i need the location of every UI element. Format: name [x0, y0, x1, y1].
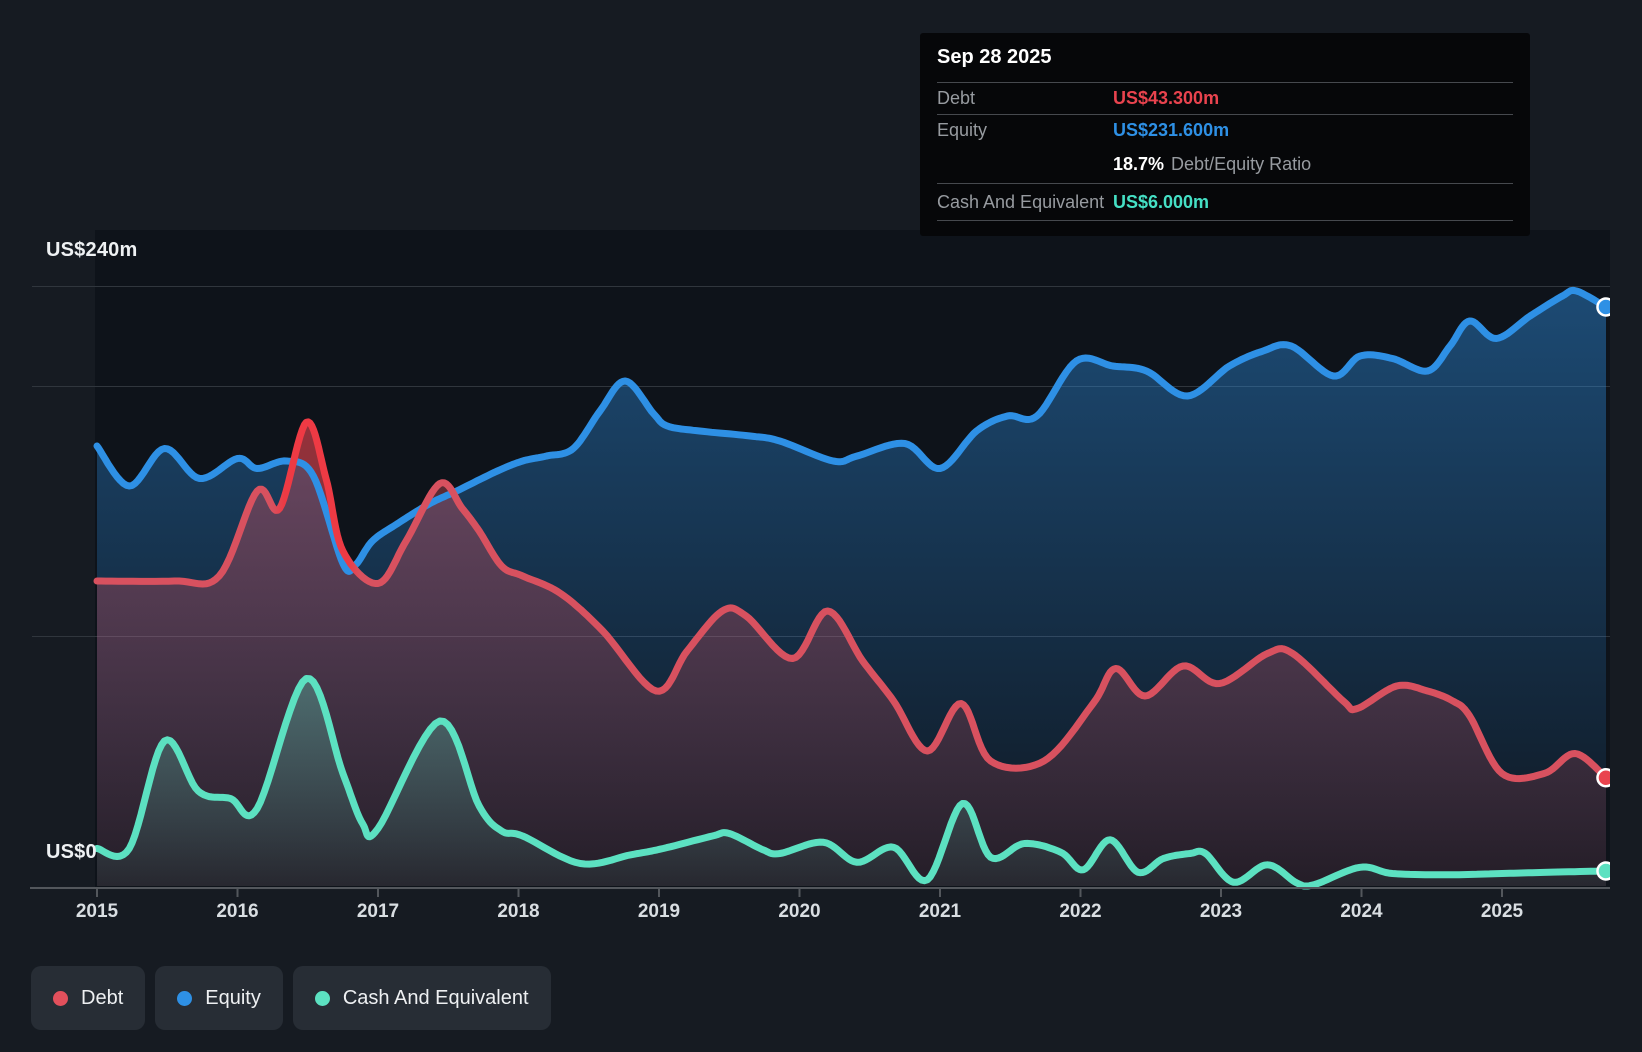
- legend-item-equity[interactable]: Equity: [155, 966, 283, 1030]
- x-axis-year-label: 2017: [357, 901, 399, 923]
- tooltip-equity-value: US$231.600m: [1113, 120, 1229, 141]
- debt-series-dot-icon: [53, 991, 68, 1006]
- legend-equity-label: Equity: [205, 987, 261, 1010]
- end-marker-cash-and-equivalent: [1597, 863, 1614, 880]
- x-axis-year-label: 2018: [497, 901, 539, 923]
- x-axis-year-label: 2021: [919, 901, 961, 923]
- tooltip-ratio-label: Debt/Equity Ratio: [1171, 154, 1311, 174]
- chart-legend: Debt Equity Cash And Equivalent: [31, 966, 551, 1030]
- tooltip-debt-value: US$43.300m: [1113, 88, 1219, 109]
- y-axis-zero-label: US$0: [46, 841, 97, 864]
- legend-item-debt[interactable]: Debt: [31, 966, 145, 1030]
- end-marker-equity: [1597, 299, 1614, 316]
- chart-tooltip: Sep 28 2025 Debt US$43.300m Equity US$23…: [920, 33, 1530, 236]
- page-root: { "y_axis": { "top_label": "US$240m", "z…: [0, 0, 1642, 1052]
- tooltip-row-ratio: 18.7% Debt/Equity Ratio: [937, 146, 1513, 183]
- legend-cash-label: Cash And Equivalent: [343, 987, 529, 1010]
- tooltip-cash-label: Cash And Equivalent: [937, 192, 1113, 213]
- x-axis-year-label: 2016: [216, 901, 258, 923]
- tooltip-debt-label: Debt: [937, 88, 1113, 109]
- tooltip-row-cash: Cash And Equivalent US$6.000m: [937, 183, 1513, 221]
- x-axis-year-label: 2024: [1340, 901, 1382, 923]
- tooltip-date: Sep 28 2025: [937, 33, 1513, 82]
- end-marker-debt: [1597, 769, 1614, 786]
- equity-series-dot-icon: [177, 991, 192, 1006]
- x-axis-year-label: 2020: [778, 901, 820, 923]
- tooltip-cash-value: US$6.000m: [1113, 192, 1209, 213]
- y-axis-max-label: US$240m: [46, 239, 137, 262]
- tooltip-row-equity: Equity US$231.600m: [937, 114, 1513, 146]
- legend-item-cash[interactable]: Cash And Equivalent: [293, 966, 551, 1030]
- x-axis-year-label: 2015: [76, 901, 118, 923]
- x-axis-year-label: 2019: [638, 901, 680, 923]
- cash-series-dot-icon: [315, 991, 330, 1006]
- tooltip-equity-label: Equity: [937, 120, 1113, 141]
- tooltip-row-debt: Debt US$43.300m: [937, 82, 1513, 114]
- tooltip-ratio-value: 18.7%: [1113, 154, 1164, 174]
- legend-debt-label: Debt: [81, 987, 123, 1010]
- x-axis-year-label: 2023: [1200, 901, 1242, 923]
- x-axis-year-label: 2025: [1481, 901, 1523, 923]
- x-axis-year-label: 2022: [1059, 901, 1101, 923]
